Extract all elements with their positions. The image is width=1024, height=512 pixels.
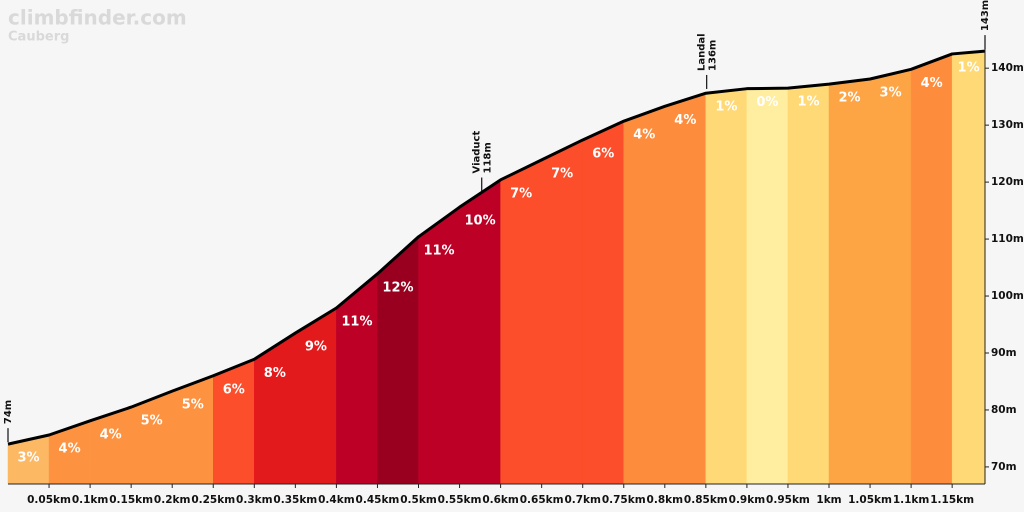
annotation-name: Viaduct [472,131,483,174]
x-tick-label: 0.45km [356,494,400,506]
annotation-label: 118m [483,142,494,173]
gradient-label: 3% [880,86,902,101]
gradient-label: 4% [100,427,122,442]
x-tick-label: 0.65km [520,494,564,506]
gradient-label: 1% [715,100,737,115]
y-tick-label: 140m [991,62,1024,74]
y-tick-label: 90m [991,347,1017,359]
gradient-label: 6% [592,146,614,161]
gradient-label: 8% [264,366,286,381]
x-tick-label: 0.5km [400,494,437,506]
x-tick-label: 0.05km [27,494,71,506]
gradient-label: 4% [633,128,655,143]
gradient-segment [828,78,871,485]
x-tick-label: 0.2km [154,494,191,506]
gradient-label: 3% [17,451,39,466]
gradient-segment [582,120,625,485]
chart-title: climbfinder.com [8,6,187,30]
x-tick-label: 1.15km [930,494,974,506]
gradient-label: 0% [756,95,778,110]
gradient-label: 4% [921,76,943,91]
y-tick-label: 100m [991,290,1024,302]
gradient-segment [213,358,255,485]
gradient-segment [746,87,789,485]
gradient-segment [541,139,583,485]
x-tick-label: 0.25km [191,494,235,506]
gradient-label: 5% [182,398,204,413]
gradient-segment [664,92,707,485]
gradient-segment [910,53,953,485]
annotation-label: 143m [980,0,991,31]
annotation-name: Landal [697,33,708,71]
x-tick-label: 1.05km [848,494,892,506]
x-tick-label: 0.1km [72,494,109,506]
y-tick-label: 70m [991,461,1017,473]
x-tick-label: 0.35km [273,494,317,506]
y-tick-label: 120m [991,176,1024,188]
gradient-label: 6% [223,382,245,397]
x-tick-label: 0.7km [564,494,601,506]
gradient-label: 4% [674,113,696,128]
x-tick-label: 1.1km [893,494,930,506]
x-tick-label: 1km [816,494,841,506]
x-tick-label: 0.75km [602,494,646,506]
annotation-label: 74m [3,400,14,424]
x-tick-label: 0.85km [684,494,728,506]
gradient-segment [295,307,337,485]
gradient-segment [787,83,830,485]
x-tick-label: 0.8km [647,494,684,506]
gradient-segment [951,50,986,485]
gradient-label: 10% [465,214,496,229]
gradient-label: 1% [797,95,819,110]
gradient-label: 1% [958,60,980,75]
y-tick-label: 130m [991,119,1024,131]
x-tick-label: 0.4km [318,494,355,506]
gradient-segment [623,105,666,485]
x-tick-label: 0.15km [109,494,153,506]
x-tick-label: 0.6km [482,494,519,506]
x-tick-label: 0.55km [438,494,482,506]
gradient-label: 7% [510,186,532,201]
gradient-label: 9% [305,340,327,355]
x-tick-label: 0.9km [729,494,766,506]
chart-subtitle: Cauberg [8,30,69,45]
gradient-label: 4% [59,442,81,457]
annotation-label: 136m [708,40,719,71]
gradient-segment [705,88,748,485]
x-tick-label: 0.3km [236,494,273,506]
gradient-segment [500,159,542,485]
gradient-label: 12% [382,280,413,295]
gradient-segment [336,273,378,485]
gradient-label: 11% [423,243,454,258]
x-tick-label: 0.95km [766,494,810,506]
y-tick-label: 110m [991,233,1024,245]
gradient-segment [171,375,214,485]
gradient-label: 7% [551,166,573,181]
gradient-label: 11% [341,314,372,329]
gradient-label: 2% [838,91,860,106]
gradient-segment [869,69,912,485]
gradient-label: 5% [141,414,163,429]
gradient-segment [377,236,419,485]
elevation-line [7,49,986,446]
y-tick-label: 80m [991,404,1017,416]
